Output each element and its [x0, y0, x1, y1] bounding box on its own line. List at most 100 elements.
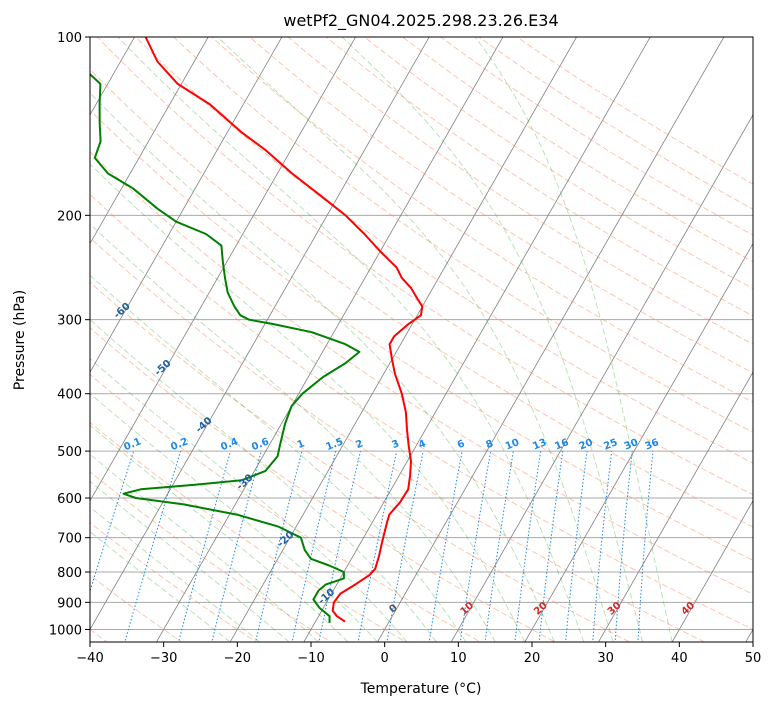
mixing-ratio-label: 10 — [504, 437, 521, 452]
moist-adiabat-line — [90, 453, 319, 642]
x-tick-label: −10 — [297, 651, 324, 666]
isotherm-line — [671, 499, 753, 642]
mixing-ratio-line — [211, 450, 262, 642]
mixing-ratio-line — [637, 451, 654, 642]
mixing-ratio-label: 20 — [578, 437, 595, 452]
mixing-ratio-line — [255, 450, 303, 642]
moist-adiabat-line — [90, 506, 260, 642]
x-tick-label: 50 — [745, 651, 762, 666]
moist-adiabat-line — [90, 274, 467, 642]
temperature-trace — [144, 37, 424, 623]
x-tick-label: −30 — [150, 651, 177, 666]
moist-adiabat-line — [217, 37, 614, 642]
x-tick-label: 40 — [671, 651, 688, 666]
dry-adiabat-line — [211, 37, 753, 403]
x-tick-label: 10 — [450, 651, 467, 666]
isotherm-label: 0 — [387, 602, 400, 615]
dry-adiabat-line — [90, 421, 407, 642]
moist-adiabat-line — [90, 424, 349, 642]
dry-adiabat-line — [96, 37, 753, 496]
mixing-ratio-line — [318, 450, 361, 642]
dewpoint-trace — [90, 72, 361, 623]
isotherm-line — [745, 628, 753, 642]
y-tick-label: 200 — [57, 209, 82, 224]
x-tick-label: −40 — [76, 651, 103, 666]
mixing-ratio-label: 36 — [644, 437, 661, 452]
mixing-ratio-line — [124, 450, 181, 642]
moist-adiabat-line — [90, 531, 231, 642]
isotherm-line — [303, 37, 651, 642]
mixing-ratio-label: 1 — [296, 438, 307, 451]
dry-adiabat-line — [90, 151, 753, 595]
moist-adiabat-line — [117, 37, 585, 642]
dry-adiabat-line — [90, 327, 557, 642]
moist-adiabat-line — [90, 223, 496, 642]
isotherm-line — [0, 24, 68, 654]
y-tick-label: 400 — [57, 388, 82, 403]
x-tick-label: −20 — [224, 651, 251, 666]
moist-adiabat-line — [474, 37, 673, 642]
dry-adiabat-line — [90, 373, 482, 642]
moist-adiabat-line — [90, 163, 526, 642]
mixing-ratio-label: 3 — [390, 438, 401, 451]
moist-adiabat-line — [90, 92, 555, 642]
y-tick-label: 900 — [57, 596, 82, 611]
moist-adiabat-line — [90, 358, 408, 642]
dry-adiabat-line — [90, 574, 183, 642]
dry-adiabat-line — [287, 37, 753, 345]
mixing-ratio-line — [514, 451, 542, 642]
mixing-ratio-line — [178, 450, 231, 642]
mixing-ratio-line — [538, 451, 564, 642]
mixing-ratio-label: 30 — [623, 437, 640, 452]
mixing-ratio-line — [357, 450, 398, 642]
x-tick-label: 0 — [381, 651, 389, 666]
isotherms — [0, 24, 753, 654]
mixing-ratio-label: 8 — [484, 438, 495, 451]
isotherm-line — [598, 371, 753, 642]
isotherm-label: -40 — [194, 415, 215, 435]
mixing-ratio-label: 2 — [354, 438, 365, 451]
moist-adiabat-line — [341, 37, 644, 642]
chart-title: wetPf2_GN04.2025.298.23.26.E34 — [283, 11, 558, 31]
mixing-ratio-line — [565, 451, 588, 642]
background-grid — [90, 37, 753, 630]
mixing-ratio-line — [592, 451, 613, 642]
isopleth-labels: 0.1 0.2 0.4 0.6 1 1.5 2 3 4 6 8 10 13 16 20 25 30 36-60-5… — [112, 301, 697, 618]
isotherm-line — [90, 37, 357, 502]
dry-adiabat-line — [249, 37, 753, 374]
dry-adiabat-line — [90, 68, 753, 528]
mixing-ratio-line — [291, 450, 337, 642]
mixing-ratio-line — [614, 451, 633, 642]
mixing-ratio-line — [459, 451, 492, 642]
axes: −40 −30 −20 −10 0 10 20 30 40 5010009008007006005… — [49, 31, 761, 666]
y-tick-label: 600 — [57, 492, 82, 507]
y-tick-label: 100 — [57, 31, 82, 46]
dry-adiabat-line — [363, 37, 753, 290]
moist-adiabat-line — [90, 480, 290, 642]
mixing-ratio-lines — [90, 450, 654, 642]
y-tick-label: 800 — [57, 566, 82, 581]
x-tick-label: 30 — [597, 651, 614, 666]
dry-adiabat-line — [90, 109, 753, 561]
isotherm-line — [90, 37, 430, 631]
y-tick-label: 500 — [57, 445, 82, 460]
moist-adiabat-line — [90, 393, 378, 642]
dry-adiabat-line — [478, 37, 753, 210]
mixing-ratio-label: 25 — [602, 437, 619, 452]
dry-adiabat-line — [90, 471, 332, 642]
isotherm-line — [377, 37, 725, 642]
isotherm-line — [524, 242, 753, 642]
dry-adiabat-line — [325, 37, 753, 317]
mixing-ratio-line — [386, 450, 424, 642]
isotherm-label: -50 — [153, 358, 174, 378]
isotherm-line — [90, 37, 283, 373]
y-tick-label: 1000 — [49, 623, 82, 638]
dry-adiabat-line — [173, 37, 753, 433]
plot-frame — [89, 36, 754, 643]
dry-adiabat-line — [90, 281, 631, 642]
dry-adiabat-line — [401, 37, 753, 263]
isotherm-line — [450, 114, 753, 642]
mixing-ratio-label: 16 — [553, 437, 570, 452]
isotherm-line — [90, 37, 209, 245]
isotherm-line — [229, 37, 578, 642]
